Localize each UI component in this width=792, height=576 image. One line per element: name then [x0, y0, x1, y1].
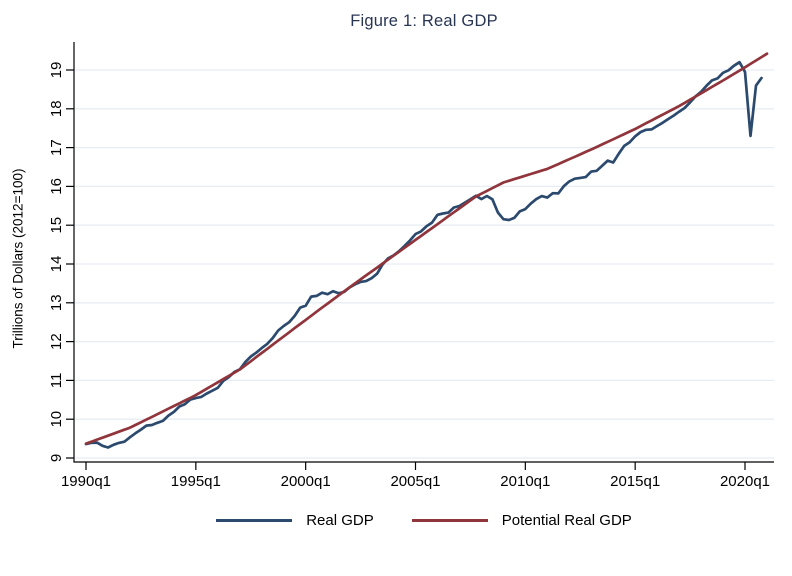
x-tick-label-2000q1: 2000q1 [281, 473, 331, 490]
y-tick-label-11: 11 [48, 373, 65, 389]
chart-title: Figure 1: Real GDP [350, 12, 498, 30]
y-tick-label-13: 13 [48, 294, 65, 311]
series-line-potential-real-gdp [84, 52, 769, 445]
y-tick-label-14: 14 [48, 256, 65, 273]
x-tick-label-2010q1: 2010q1 [500, 473, 550, 490]
y-tick-label-17: 17 [48, 139, 65, 156]
legend-label-real-gdp: Real GDP [306, 512, 374, 529]
y-tick-label-18: 18 [48, 100, 65, 117]
legend-item-potential-real-gdp: Potential Real GDP [411, 512, 632, 529]
x-tick-label-2015q1: 2015q1 [610, 473, 660, 490]
axes [73, 42, 774, 463]
y-tick-label-16: 16 [48, 178, 65, 195]
legend-label-potential-real-gdp: Potential Real GDP [501, 512, 632, 529]
y-tick-label-9: 9 [48, 454, 65, 462]
y-tick-label-10: 10 [48, 411, 65, 428]
y-tick-label-19: 19 [48, 62, 65, 79]
y-tick-label-12: 12 [48, 333, 65, 350]
x-tick-label-1995q1: 1995q1 [171, 473, 221, 490]
legend-item-real-gdp: Real GDP [216, 512, 374, 529]
x-tick-label-2005q1: 2005q1 [390, 473, 440, 490]
x-tick-label-2020q1: 2020q1 [720, 473, 770, 490]
real-gdp-line-swatch [216, 519, 293, 522]
series-line-real-gdp [84, 60, 763, 449]
y-tick-label-15: 15 [48, 217, 65, 234]
chart-legend: Real GDP Potential Real GDP [56, 512, 792, 529]
x-tick-label-1990q1: 1990q1 [61, 473, 111, 490]
potential-real-gdp-line-swatch [411, 519, 488, 522]
